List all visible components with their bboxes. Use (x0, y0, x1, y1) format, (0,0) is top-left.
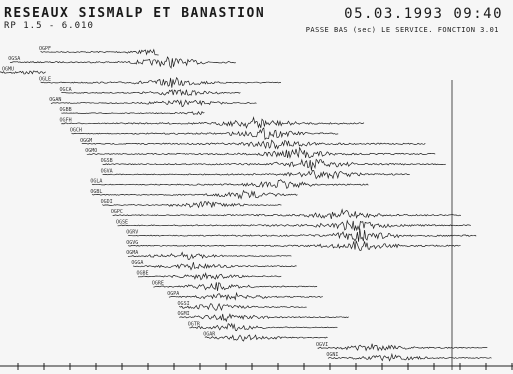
trace-waveform (9, 56, 236, 69)
trace-ogsi: OGSI (178, 301, 307, 312)
trace-waveform (317, 343, 488, 352)
trace-label: OGPC (111, 209, 123, 215)
trace-ogsa: OGSA (8, 56, 236, 69)
trace-waveform (127, 228, 477, 242)
trace-label: OGVG (126, 240, 138, 246)
trace-ogpc: OGPC (111, 208, 462, 219)
trace-waveform (117, 219, 471, 232)
trace-label: OGCH (70, 128, 82, 134)
trace-waveform (179, 302, 307, 312)
trace-label: OGMO (85, 148, 97, 154)
trace-oggm: OGGM (80, 138, 426, 150)
trace-ogse: OGSE (116, 219, 471, 232)
trace-waveform (127, 240, 461, 251)
trace-waveform (133, 262, 297, 271)
trace-label: OGSI (178, 301, 190, 307)
trace-ogch: OGCH (70, 127, 339, 141)
trace-waveform (327, 352, 492, 362)
trace-label: OGBE (137, 270, 149, 276)
filter-note: PASSE BAS (sec) LE SERVICE. FONCTION 3.0… (305, 26, 499, 34)
trace-waveform (61, 89, 241, 97)
trace-waveform (112, 208, 462, 219)
trace-label: OGFH (60, 117, 72, 123)
trace-waveform (102, 200, 282, 209)
trace-ogni: OGNI (326, 352, 492, 362)
trace-ogrv: OGRV (126, 228, 477, 242)
trace-waveform (61, 110, 205, 116)
trace-ogla: OGLA (90, 179, 369, 189)
trace-ogle: OGLE (39, 76, 282, 88)
trace-waveform (189, 322, 338, 332)
trace-waveform (102, 170, 410, 180)
trace-ogan: OGAN (49, 97, 257, 108)
trace-ogtr: OGTR (188, 321, 338, 332)
trace-ogva: OGVA (101, 168, 410, 180)
trace-waveform (40, 48, 159, 56)
trace-ogmo: OGMO (85, 146, 436, 159)
trace-waveform (153, 282, 318, 291)
trace-ogga: OGGA (131, 260, 297, 271)
trace-waveform (179, 313, 349, 323)
trace-waveform (168, 291, 323, 301)
trace-label: OGVA (101, 168, 113, 174)
trace-waveform (91, 189, 298, 200)
trace-label: OGSE (116, 219, 128, 225)
network-title: RESEAUX SISMALP ET BANASTION (4, 6, 266, 21)
trace-ogca: OGCA (60, 87, 241, 97)
trace-ogmu: OGMU (0, 66, 46, 75)
trace-label: OGTR (188, 321, 201, 327)
trace-label: OGRV (126, 230, 138, 236)
trace-ogar: OGAR (203, 332, 328, 342)
trace-label: OGSB (101, 158, 113, 164)
trace-label: OGLE (39, 77, 51, 83)
trace-ogbb: OGBB (60, 107, 205, 116)
trace-label: OGAN (49, 97, 61, 103)
trace-label: OGLA (90, 179, 102, 185)
trace-label: OGPA (167, 291, 179, 297)
trace-ogvi: OGVI (316, 342, 488, 352)
trace-ogmi: OGMI (178, 311, 349, 323)
trace-waveform (71, 127, 339, 141)
trace-ogma: OGMA (126, 250, 292, 260)
trace-waveform (0, 70, 46, 75)
trace-label: OGMU (2, 66, 14, 72)
trace-ogbl: OGBL (90, 189, 298, 200)
trace-ogre: OGRE (152, 281, 318, 291)
trace-waveform (61, 116, 365, 129)
trace-ogdi: OGDI (101, 199, 282, 209)
trace-label: OGGA (131, 260, 143, 266)
trace-label: OGMA (126, 250, 138, 256)
trace-waveform (81, 139, 426, 150)
trace-ogpa: OGPA (167, 291, 323, 301)
trace-label: OGNI (326, 352, 338, 358)
trace-label: OGSA (8, 56, 20, 62)
trace-ogpf: OGPF (39, 46, 159, 56)
trace-waveform (138, 272, 282, 281)
trace-ogfh: OGFH (60, 116, 365, 129)
scale-subtitle: RP 1.5 - 6.010 (4, 21, 94, 31)
trace-waveform (40, 76, 282, 88)
trace-ogsb: OGSB (101, 158, 446, 171)
trace-label: OGBL (90, 189, 102, 195)
trace-waveform (204, 334, 328, 342)
trace-waveform (91, 179, 369, 189)
trace-label: OGDI (101, 199, 113, 205)
trace-ogvg: OGVG (126, 240, 461, 251)
trace-label: OGGM (80, 138, 92, 144)
trace-ogbe: OGBE (137, 270, 282, 281)
trace-waveform (127, 251, 292, 260)
event-datetime: 05.03.1993 09:40 (344, 6, 503, 22)
trace-label: OGRE (152, 281, 164, 287)
trace-label: OGAR (203, 332, 216, 338)
trace-waveform (50, 99, 257, 108)
trace-waveform (86, 146, 436, 159)
trace-label: OGMI (178, 311, 190, 317)
trace-label: OGVI (316, 342, 328, 348)
trace-label: OGPF (39, 46, 51, 52)
trace-label: OGBB (60, 107, 72, 113)
trace-waveform (102, 158, 446, 171)
trace-label: OGCA (60, 87, 72, 93)
